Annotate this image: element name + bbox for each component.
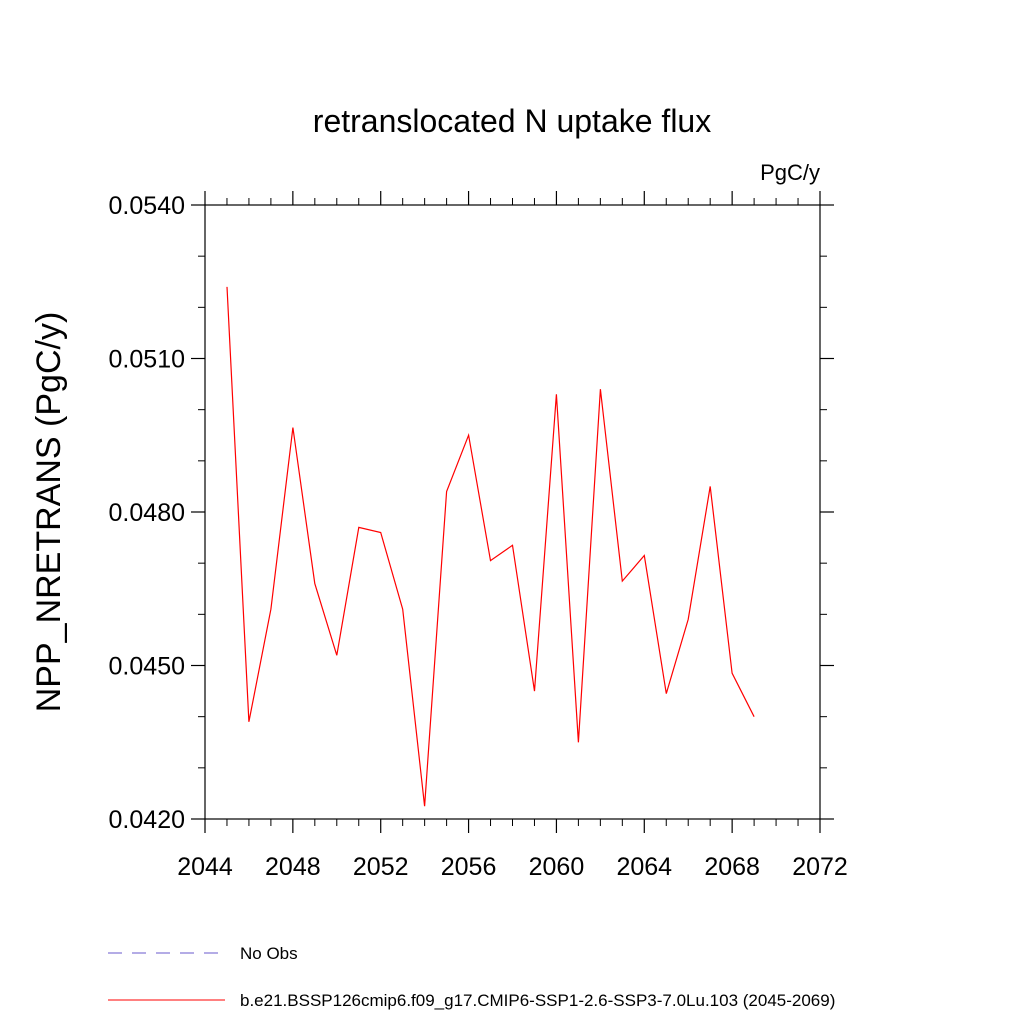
axes: 2044 2048 2052 2056 2060 2064 2068 2072 0.0420 0.… bbox=[109, 191, 848, 881]
x-tick-label: 2064 bbox=[616, 853, 672, 881]
x-tick-label: 2048 bbox=[265, 853, 321, 881]
legend-label: No Obs bbox=[240, 944, 298, 963]
y-tick-label: 0.0540 bbox=[109, 192, 185, 220]
plot-frame bbox=[204, 204, 821, 820]
units-label: PgC/y bbox=[760, 160, 820, 185]
legend-label: b.e21.BSSP126cmip6.f09_g17.CMIP6-SSP1-2.… bbox=[240, 991, 835, 1010]
y-tick-label: 0.0420 bbox=[109, 806, 185, 834]
y-tick-label: 0.0510 bbox=[109, 346, 185, 374]
x-tick-label: 2068 bbox=[704, 853, 760, 881]
x-tick-label: 2052 bbox=[353, 853, 409, 881]
x-tick-label: 2072 bbox=[792, 853, 848, 881]
y-axis-label: NPP_NRETRANS (PgC/y) bbox=[30, 312, 68, 713]
x-tick-label: 2060 bbox=[529, 853, 585, 881]
series-line bbox=[226, 286, 755, 807]
x-tick-label: 2056 bbox=[441, 853, 497, 881]
y-tick-label: 0.0480 bbox=[109, 499, 185, 527]
legend: No Obs b.e21.BSSP126cmip6.f09_g17.CMIP6-S… bbox=[108, 944, 835, 1010]
y-tick-label: 0.0450 bbox=[109, 653, 185, 681]
x-tick-label: 2044 bbox=[177, 853, 233, 881]
plot-series bbox=[226, 286, 755, 807]
chart-title: retranslocated N uptake flux bbox=[313, 103, 711, 139]
